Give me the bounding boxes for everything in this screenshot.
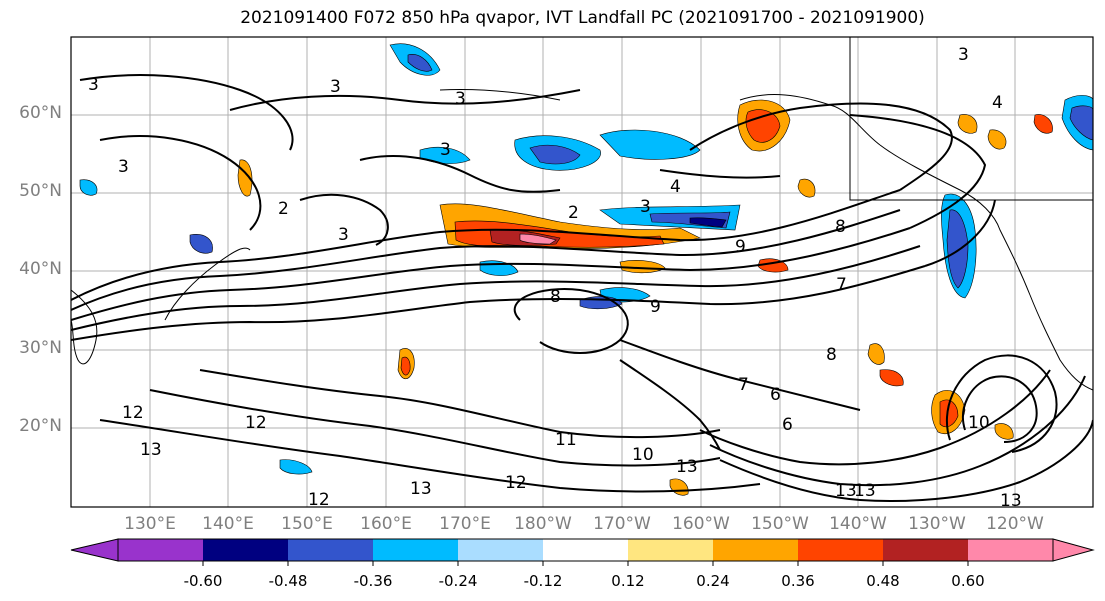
coastlines — [71, 37, 1093, 391]
colorbar-swatch — [543, 539, 628, 561]
colorbar-tick-label: 0.36 — [781, 572, 815, 590]
contour-label: 3 — [958, 45, 969, 65]
contour-label: 8 — [826, 345, 837, 365]
contour-label: 9 — [735, 237, 746, 257]
lat-label: 40°N — [19, 259, 62, 279]
contour-label: 3 — [640, 197, 651, 217]
colorbar-tick-label: -0.48 — [268, 572, 308, 590]
lat-label: 50°N — [19, 181, 62, 201]
colorbar-swatch — [118, 539, 203, 561]
map-title: 2021091400 F072 850 hPa qvapor, IVT Land… — [240, 8, 925, 28]
lon-label: 140°W — [829, 514, 887, 534]
colorbar-swatch — [373, 539, 458, 561]
colorbar-tick-label: -0.60 — [183, 572, 223, 590]
contour-label: 12 — [505, 473, 527, 493]
contour-label: 11 — [555, 430, 577, 450]
colorbar-tick-label: 0.24 — [696, 572, 730, 590]
contour-label: 13 — [410, 479, 432, 499]
colorbar — [70, 538, 1095, 566]
lon-label: 170°E — [439, 514, 491, 534]
lon-label: 140°E — [202, 514, 254, 534]
contour-label: 4 — [992, 93, 1003, 113]
qvapor-fill-regions — [79, 43, 1093, 496]
lat-label: 20°N — [19, 416, 62, 436]
colorbar-swatch — [288, 539, 373, 561]
contour-label: 13 — [676, 457, 698, 477]
contour-label: 4 — [670, 177, 681, 197]
map-frame — [70, 36, 1094, 508]
colorbar-swatch — [628, 539, 713, 561]
lon-label: 170°W — [593, 514, 651, 534]
contour-label: 3 — [455, 89, 466, 109]
contour-label: 13 — [140, 440, 162, 460]
colorbar-swatch — [458, 539, 543, 561]
contour-label: 10 — [968, 413, 990, 433]
contour-label: 6 — [770, 385, 781, 405]
colorbar-swatch — [968, 539, 1053, 561]
lon-label: 150°E — [281, 514, 333, 534]
contour-label: 2 — [568, 203, 579, 223]
contour-label: 7 — [738, 375, 749, 395]
lat-label: 30°N — [19, 338, 62, 358]
colorbar-swatch — [798, 539, 883, 561]
colorbar-tick-label: 0.60 — [951, 572, 985, 590]
contour-label: 8 — [835, 217, 846, 237]
colorbar-tick-label: -0.12 — [523, 572, 563, 590]
contour-label: 3 — [88, 75, 99, 95]
contour-label: 3 — [338, 225, 349, 245]
lon-label: 120°W — [986, 514, 1044, 534]
lon-label: 150°W — [751, 514, 809, 534]
lon-label: 160°E — [360, 514, 412, 534]
contour-label: 12 — [308, 490, 330, 510]
colorbar-swatch — [203, 539, 288, 561]
contour-label: 9 — [650, 297, 661, 317]
contour-label: 12 — [245, 413, 267, 433]
colorbar-swatch — [713, 539, 798, 561]
contour-label: 12 — [122, 403, 144, 423]
contour-label-group: 3 3 3 3 3 2 3 4 2 3 9 8 8 7 9 6 7 6 8 11… — [88, 45, 1022, 511]
contour-label: 3 — [118, 157, 129, 177]
colorbar-tick-label: 0.48 — [866, 572, 900, 590]
contour-label: 13 — [1000, 491, 1022, 511]
lon-label: 160°W — [672, 514, 730, 534]
lon-label: 180°W — [514, 514, 572, 534]
contour-label: 10 — [632, 445, 654, 465]
colorbar-tick-label: 0.12 — [611, 572, 645, 590]
ivt-contours — [71, 74, 1093, 503]
colorbar-swatch — [883, 539, 968, 561]
contour-label: 3 — [440, 140, 451, 160]
contour-label: 13 — [854, 481, 876, 501]
colorbar-tick-label: -0.36 — [353, 572, 393, 590]
contour-label: 8 — [550, 287, 561, 307]
colorbar-min-extend — [70, 538, 119, 562]
contour-label: 2 — [278, 199, 289, 219]
colorbar-frame — [117, 538, 1054, 562]
colorbar-max-extend — [1052, 538, 1095, 562]
lat-label: 60°N — [19, 103, 62, 123]
lon-label: 130°E — [124, 514, 176, 534]
contour-label: 6 — [782, 415, 793, 435]
contour-label: 7 — [836, 275, 847, 295]
colorbar-tick-label: -0.24 — [438, 572, 478, 590]
contour-label: 13 — [835, 481, 857, 501]
lon-label: 130°W — [908, 514, 966, 534]
contour-label: 3 — [330, 77, 341, 97]
